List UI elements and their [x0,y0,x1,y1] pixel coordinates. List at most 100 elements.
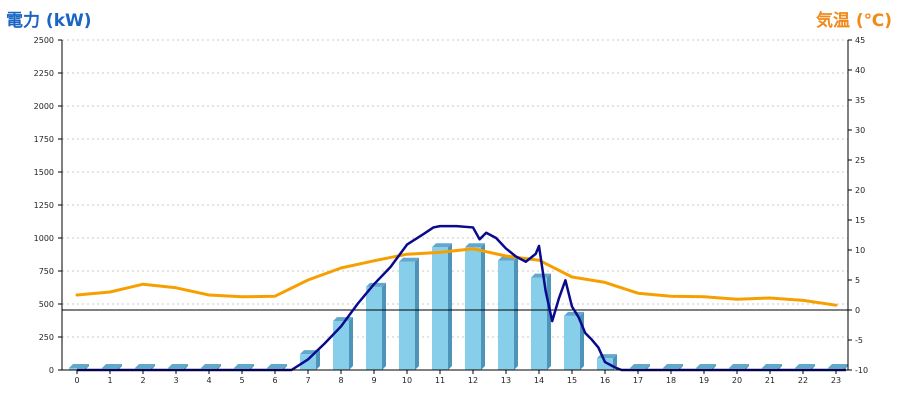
bar-top [795,364,815,369]
bar-front [366,286,382,370]
x-tick-label: 13 [501,376,511,385]
bar-front [300,354,316,370]
bar-top [762,364,782,369]
x-tick-label: 22 [798,376,808,385]
x-tick-label: 16 [600,376,610,385]
bar-side [283,364,287,370]
left-tick-label: 1500 [34,168,54,177]
right-tick-label: 30 [855,126,865,135]
bar-front [531,277,547,370]
bar-side [184,364,188,370]
bar-side [118,364,122,370]
bar-front [465,247,481,370]
bar-side [547,273,551,370]
bar-top [828,364,848,369]
x-tick-label: 12 [468,376,478,385]
temperature-line [75,247,838,307]
right-tick-label: 10 [855,246,865,255]
right-tick-label: 40 [855,66,865,75]
x-tick-label: 7 [305,376,310,385]
left-tick-label: 1000 [34,234,54,243]
bar-side [316,350,320,370]
bar-side [217,364,221,370]
x-tick-label: 11 [435,376,445,385]
x-tick-label: 19 [699,376,709,385]
bar-side [778,364,782,370]
left-tick-label: 1250 [34,201,54,210]
power-bar [333,317,353,370]
right-tick-label: -5 [855,336,863,345]
bar-top [399,257,419,262]
bar-front [498,260,514,370]
bar-top [69,364,89,369]
x-tick-label: 18 [666,376,676,385]
bar-side [844,364,848,370]
x-tick-label: 4 [206,376,211,385]
left-tick-label: 0 [49,366,54,375]
x-tick-label: 5 [239,376,244,385]
x-tick-label: 2 [140,376,145,385]
bar-front [432,247,448,370]
left-tick-label: 500 [39,300,54,309]
bar-side [349,317,353,370]
x-tick-label: 21 [765,376,775,385]
left-tick-label: 250 [39,333,54,342]
bar-side [448,243,452,370]
bar-top [564,311,584,316]
left-tick-label: 2250 [34,69,54,78]
right-tick-label: 45 [855,36,865,45]
power-bar [399,257,419,370]
x-tick-label: 23 [831,376,841,385]
right-tick-label: 15 [855,216,865,225]
x-tick-label: 6 [272,376,277,385]
power-bar [531,273,551,370]
power-bar [564,311,584,370]
left-y-tick-labels: 0 250 500 750 1000 1250 1500 1750 2000 2250 2500 [34,36,54,375]
right-axis-title: 気温 (℃) [815,11,892,31]
bar-top [432,243,452,248]
x-tick-label: 1 [107,376,112,385]
x-tick-label: 8 [338,376,343,385]
x-tick-label: 17 [633,376,643,385]
bar-top [201,364,221,369]
right-tick-label: 5 [855,276,860,285]
bar-side [415,257,419,370]
left-tick-label: 2500 [34,36,54,45]
bar-front [564,315,580,370]
bar-top [366,282,386,287]
bar-top [663,364,683,369]
bar-top [696,364,716,369]
bar-top [465,243,485,248]
power-line [77,224,846,372]
bar-top [531,273,551,278]
bar-top [102,364,122,369]
bar-side [85,364,89,370]
x-tick-label: 20 [732,376,742,385]
right-tick-label: 0 [855,306,860,315]
x-tick-label: 9 [371,376,376,385]
left-axis-title: 電力 (kW) [6,11,92,31]
bar-side [382,282,386,370]
right-tick-label: 25 [855,156,865,165]
bar-top [729,364,749,369]
bar-side [811,364,815,370]
axes [58,39,852,374]
bar-top [267,364,287,369]
bar-side [514,256,518,370]
bar-front [597,358,613,370]
bar-side [712,364,716,370]
bar-top [630,364,650,369]
bar-front [399,261,415,370]
bar-top [168,364,188,369]
power-bar [300,350,320,370]
right-tick-label: -10 [855,366,868,375]
grid-lines [62,39,848,338]
x-tick-label: 15 [567,376,577,385]
bar-top [135,364,155,369]
x-tick-label: 14 [534,376,544,385]
x-tick-label: 3 [173,376,178,385]
bar-side [151,364,155,370]
bar-side [481,243,485,370]
right-y-tick-labels: -10 -5 0 5 10 15 20 25 30 35 40 45 [855,36,868,375]
